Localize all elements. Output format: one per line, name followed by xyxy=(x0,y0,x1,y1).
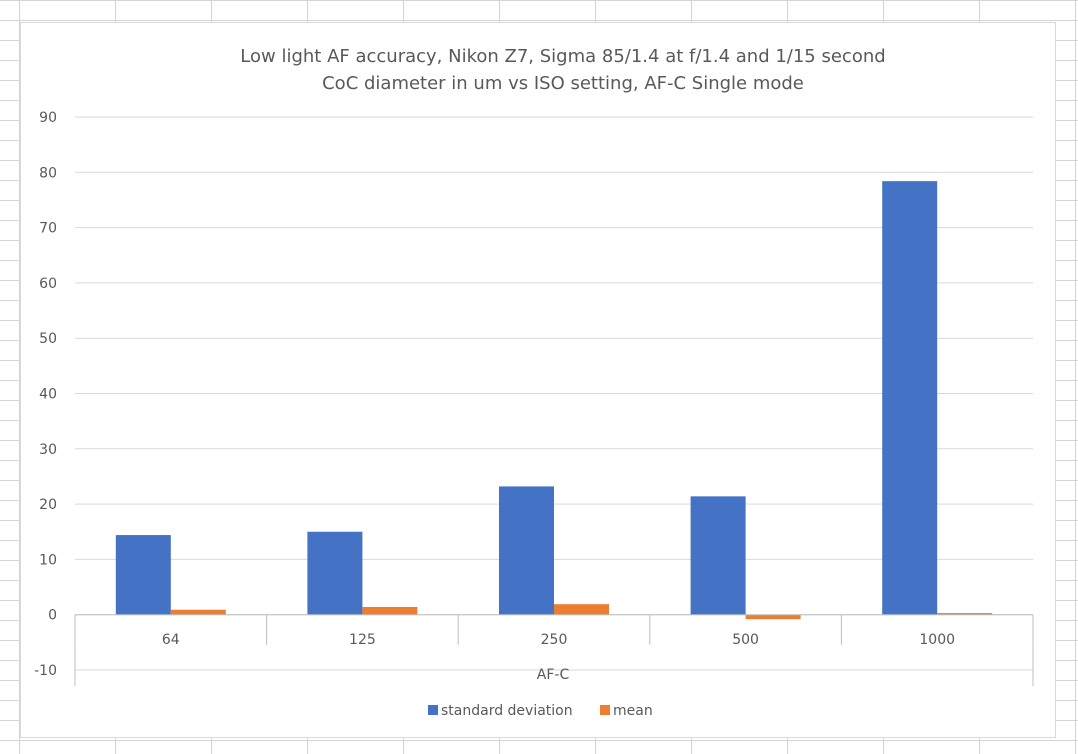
x-tick-label: 500 xyxy=(732,632,759,648)
bars xyxy=(115,181,993,620)
y-tick-label: -10 xyxy=(34,663,57,679)
y-tick-label: 40 xyxy=(39,387,57,403)
legend-swatch xyxy=(600,705,610,715)
x-group-label: AF-C xyxy=(537,667,570,683)
x-tick-label: 64 xyxy=(162,632,180,648)
y-tick-label: 50 xyxy=(39,331,57,347)
x-axis: 64 125 250 500 1000 xyxy=(74,614,1034,686)
bar-standard-deviation-250 xyxy=(499,486,554,615)
bar-mean-500 xyxy=(745,614,801,620)
y-tick-label: 0 xyxy=(48,608,57,624)
x-tick-label: 250 xyxy=(541,632,568,648)
x-tick-label: 1000 xyxy=(919,632,955,648)
chart-subtitle: CoC diameter in um vs ISO setting, AF-C … xyxy=(322,73,804,94)
bar-standard-deviation-500 xyxy=(690,496,746,615)
x-tick-label: 125 xyxy=(349,632,376,648)
bar-mean-1000 xyxy=(937,613,993,615)
y-tick-label: 30 xyxy=(39,442,57,458)
y-tick-label: 80 xyxy=(39,165,57,181)
y-tick-label: 20 xyxy=(39,497,57,513)
bar-mean-64 xyxy=(170,609,226,615)
y-tick-label: 70 xyxy=(39,221,57,237)
legend-label: standard deviation xyxy=(441,703,573,719)
bar-standard-deviation-64 xyxy=(115,535,171,615)
bar-mean-125 xyxy=(362,606,418,615)
legend: standard deviation mean xyxy=(428,703,653,719)
bar-standard-deviation-1000 xyxy=(882,181,938,615)
legend-label: mean xyxy=(613,703,653,719)
y-tick-label: 10 xyxy=(39,552,57,568)
bar-standard-deviation-125 xyxy=(307,531,363,615)
chart-title: Low light AF accuracy, Nikon Z7, Sigma 8… xyxy=(240,46,885,67)
y-tick-label: 90 xyxy=(39,110,57,126)
y-tick-label: 60 xyxy=(39,276,57,292)
y-axis-ticks: 90 80 70 60 50 40 30 20 10 0 -10 xyxy=(34,110,57,679)
bar-mean-250 xyxy=(554,604,609,615)
legend-swatch xyxy=(428,705,438,715)
